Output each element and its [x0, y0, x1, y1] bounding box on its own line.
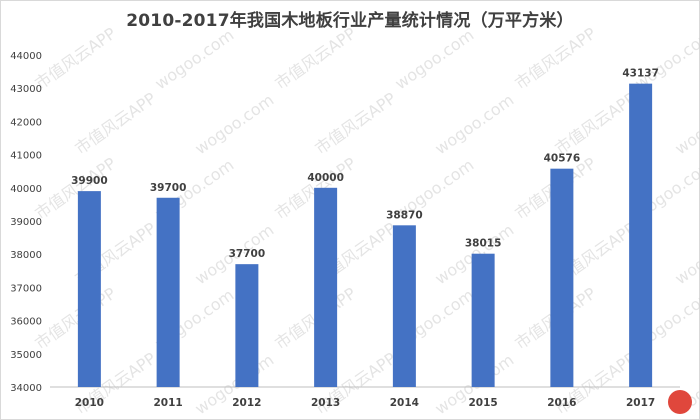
watermark-text: wogoo.com [191, 90, 277, 158]
y-tick-label: 37000 [10, 283, 42, 294]
y-tick-label: 34000 [10, 383, 42, 394]
x-tick-label-2014: 2014 [390, 397, 419, 409]
x-tick-label-2016: 2016 [547, 397, 576, 409]
data-label-2013: 40000 [307, 172, 344, 184]
x-tick-label-2010: 2010 [75, 397, 104, 409]
bar-2011 [156, 197, 180, 387]
watermark-text: 市值风云APP [31, 23, 119, 93]
y-tick-label: 36000 [10, 317, 42, 328]
watermark-text: wogoo.com [151, 25, 237, 93]
axes-layer: 34000 35000 36000 37000 38000 39000 40000 41000… [10, 51, 680, 394]
watermark-layer: 市值风云APP wogoo.com 市值风云APP wogoo.com 市值风云APP w… [31, 23, 700, 418]
data-label-2017: 43137 [622, 68, 659, 80]
x-tick-label-2013: 2013 [311, 397, 340, 409]
bars-layer [77, 83, 653, 387]
watermark-text: 市值风云APP [71, 88, 159, 158]
bar-2016 [550, 168, 574, 387]
y-tick-label: 41000 [10, 151, 42, 162]
bar-2017 [629, 83, 653, 387]
watermark-text: 市值风云APP [31, 153, 119, 223]
data-label-2016: 40576 [544, 153, 581, 165]
data-label-2010: 39900 [71, 175, 108, 187]
labels-layer: 39900 2010 39700 2011 37700 2012 40000 2013 3887… [71, 68, 659, 409]
bar-2013 [314, 187, 338, 387]
watermark-text: 市值风云APP [511, 23, 599, 93]
x-tick-label-2015: 2015 [469, 397, 498, 409]
fengyun-logo-icon [668, 390, 692, 414]
y-tick-label: 43000 [10, 84, 42, 95]
bar-2010 [77, 191, 101, 387]
bar-2012 [235, 264, 259, 387]
watermark-text: 市值风云APP [31, 283, 119, 353]
x-tick-label-2011: 2011 [154, 397, 183, 409]
y-tick-label: 38000 [10, 250, 42, 261]
y-tick-label: 40000 [10, 184, 42, 195]
watermark-text: wogoo.com [431, 90, 517, 158]
y-tick-label: 35000 [10, 350, 42, 361]
data-label-2011: 39700 [150, 182, 187, 194]
watermark-text: 市值风云APP [551, 88, 639, 158]
data-label-2014: 38870 [386, 209, 423, 221]
y-tick-label: 39000 [10, 217, 42, 228]
watermark-text: wogoo.com [671, 90, 700, 158]
watermark-text: 市值风云APP [271, 23, 359, 93]
watermark-text: wogoo.com [671, 220, 700, 288]
data-label-2015: 38015 [465, 238, 502, 250]
watermark-text: wogoo.com [391, 25, 477, 93]
x-tick-label-2012: 2012 [232, 397, 261, 409]
chart-title: 2010-2017年我国木地板行业产量统计情况（万平方米） [126, 11, 574, 31]
y-tick-label: 42000 [10, 117, 42, 128]
watermark-text: wogoo.com [631, 25, 700, 93]
data-label-2012: 37700 [229, 248, 266, 260]
x-tick-label-2017: 2017 [626, 397, 655, 409]
bar-2014 [392, 225, 416, 387]
y-tick-label: 44000 [10, 51, 42, 62]
bar-2015 [471, 253, 495, 387]
watermark-text: 市值风云APP [311, 88, 399, 158]
